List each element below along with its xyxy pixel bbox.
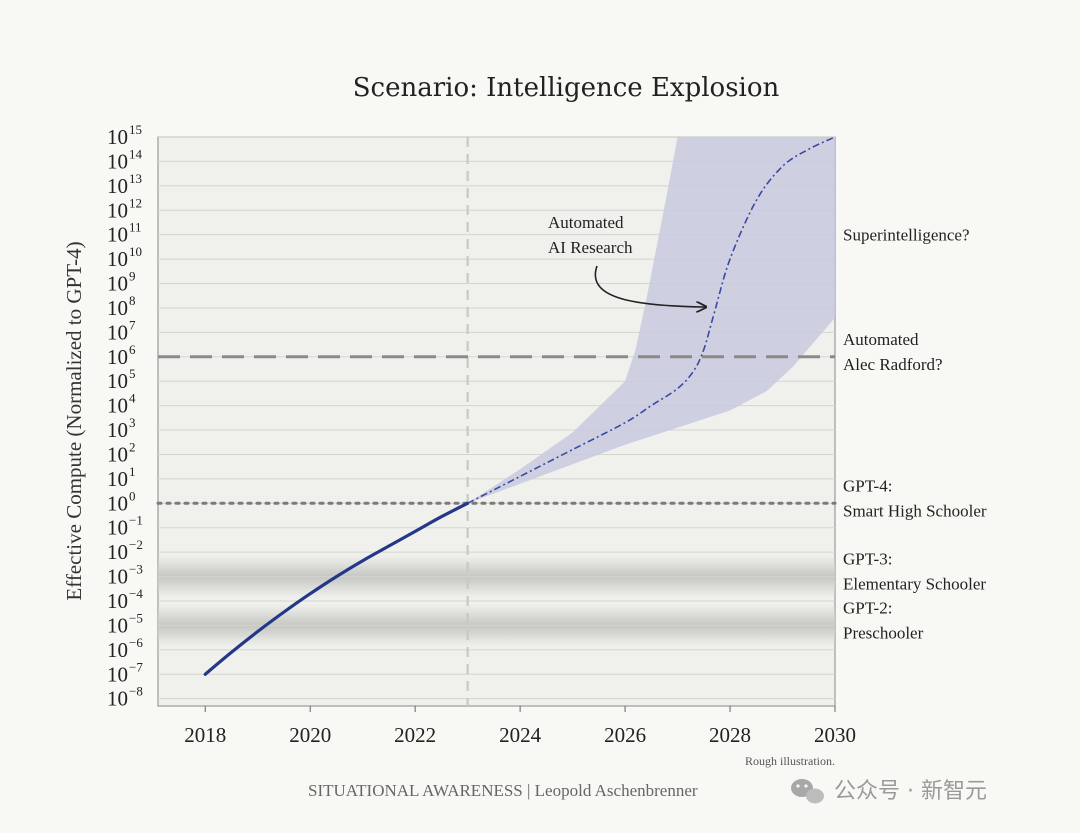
y-tick-exponent: 9 xyxy=(129,269,136,284)
annotation-line: AI Research xyxy=(548,238,633,257)
series-historical-line xyxy=(203,501,470,676)
y-tick-label: 10 xyxy=(107,589,128,613)
y-tick-exponent: −4 xyxy=(129,586,143,601)
y-tick-label: 10 xyxy=(107,174,128,198)
annotation-alec: Alec Radford? xyxy=(843,355,943,374)
y-tick-label: 10 xyxy=(107,149,128,173)
series-projection-line xyxy=(467,136,836,505)
y-tick-exponent: 6 xyxy=(129,342,136,357)
annotation-gpt4: Smart High Schooler xyxy=(843,501,987,520)
y-tick-exponent: 7 xyxy=(129,317,136,332)
uncertainty-band xyxy=(467,137,835,504)
annotation-line: Automated xyxy=(548,213,624,232)
annotation-gpt3: Elementary Schooler xyxy=(843,575,986,594)
y-tick-exponent: −5 xyxy=(129,610,143,625)
y-tick-label: 10 xyxy=(107,223,128,247)
y-tick-label: 10 xyxy=(107,662,128,686)
x-tick-label: 2024 xyxy=(499,723,542,747)
y-tick-label: 10 xyxy=(107,198,128,222)
annotation-arrow xyxy=(594,265,705,307)
y-tick-label: 10 xyxy=(107,467,128,491)
annotation-gpt4: GPT-4: xyxy=(843,476,892,495)
y-tick-exponent: −6 xyxy=(129,635,143,650)
y-tick-label: 10 xyxy=(107,687,128,711)
watermark: 公众号 · 新智元 xyxy=(791,779,987,804)
watermark-text: 公众号 · 新智元 xyxy=(834,779,987,804)
y-tick-label: 10 xyxy=(107,272,128,296)
x-tick-label: 2022 xyxy=(394,723,436,747)
y-axis-label: Effective Compute (Normalized to GPT-4) xyxy=(62,241,86,600)
reference-lines xyxy=(156,137,837,706)
chart-title: Scenario: Intelligence Explosion xyxy=(353,73,780,103)
y-tick-exponent: 5 xyxy=(129,366,136,381)
y-tick-label: 10 xyxy=(107,345,128,369)
y-tick-exponent: −1 xyxy=(129,513,143,528)
x-tick-label: 2026 xyxy=(604,723,646,747)
y-tick-exponent: 12 xyxy=(129,195,142,210)
y-tick-exponent: 15 xyxy=(129,122,142,137)
y-tick-label: 10 xyxy=(107,320,128,344)
y-tick-exponent: 1 xyxy=(129,464,136,479)
y-tick-label: 10 xyxy=(107,418,128,442)
x-tick-label: 2020 xyxy=(289,723,331,747)
y-tick-exponent: 2 xyxy=(129,439,136,454)
y-tick-exponent: −8 xyxy=(129,684,143,699)
y-tick-exponent: 8 xyxy=(129,293,136,308)
y-tick-exponent: 4 xyxy=(129,391,136,406)
y-tick-exponent: 14 xyxy=(129,146,143,161)
annotation-alec: Automated xyxy=(843,330,919,349)
x-tick-label: 2018 xyxy=(184,723,226,747)
x-tick-label: 2030 xyxy=(814,723,856,747)
right-annotations: Superintelligence? Automated Alec Radford?… xyxy=(843,226,987,643)
y-tick-label: 10 xyxy=(107,540,128,564)
y-tick-exponent: −3 xyxy=(129,562,143,577)
annotation-gpt2: Preschooler xyxy=(843,623,924,642)
wechat-icon xyxy=(791,779,824,804)
annotation-superintelligence: Superintelligence? xyxy=(843,226,970,245)
y-tick-label: 10 xyxy=(107,125,128,149)
y-tick-label: 10 xyxy=(107,613,128,637)
y-tick-label: 10 xyxy=(107,247,128,271)
y-tick-exponent: 11 xyxy=(129,220,142,235)
annotation-gpt2: GPT-2: xyxy=(843,598,892,617)
y-tick-label: 10 xyxy=(107,394,128,418)
y-tick-label: 10 xyxy=(107,296,128,320)
annotation-automated-ai-research: Automated AI Research xyxy=(548,213,705,307)
y-tick-exponent: −2 xyxy=(129,537,143,552)
footer-credit: SITUATIONAL AWARENESS | Leopold Aschenbr… xyxy=(308,781,698,800)
y-tick-label: 10 xyxy=(107,638,128,662)
y-tick-exponent: −7 xyxy=(129,659,143,674)
y-tick-label: 10 xyxy=(107,516,128,540)
x-axis-ticks: 2018 2020 2022 2024 2026 2028 2030 xyxy=(184,706,856,747)
y-tick-exponent: 0 xyxy=(129,488,136,503)
note-text: Rough illustration. xyxy=(745,754,835,768)
y-tick-label: 10 xyxy=(107,369,128,393)
y-tick-label: 10 xyxy=(107,491,128,515)
annotation-gpt3: GPT-3: xyxy=(843,550,892,569)
x-tick-label: 2028 xyxy=(709,723,751,747)
y-tick-label: 10 xyxy=(107,565,128,589)
y-tick-exponent: 10 xyxy=(129,244,142,259)
y-tick-label: 10 xyxy=(107,442,128,466)
y-tick-exponent: 13 xyxy=(129,171,142,186)
y-tick-exponent: 3 xyxy=(129,415,136,430)
